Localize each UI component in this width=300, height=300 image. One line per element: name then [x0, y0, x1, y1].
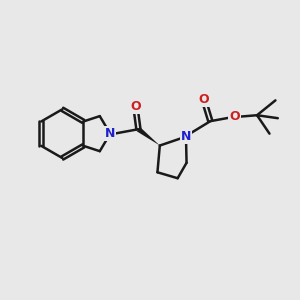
- Polygon shape: [137, 127, 160, 146]
- Text: O: O: [130, 100, 141, 113]
- Text: N: N: [181, 130, 191, 143]
- Text: O: O: [199, 93, 209, 106]
- Text: N: N: [105, 127, 116, 140]
- Text: O: O: [230, 110, 240, 123]
